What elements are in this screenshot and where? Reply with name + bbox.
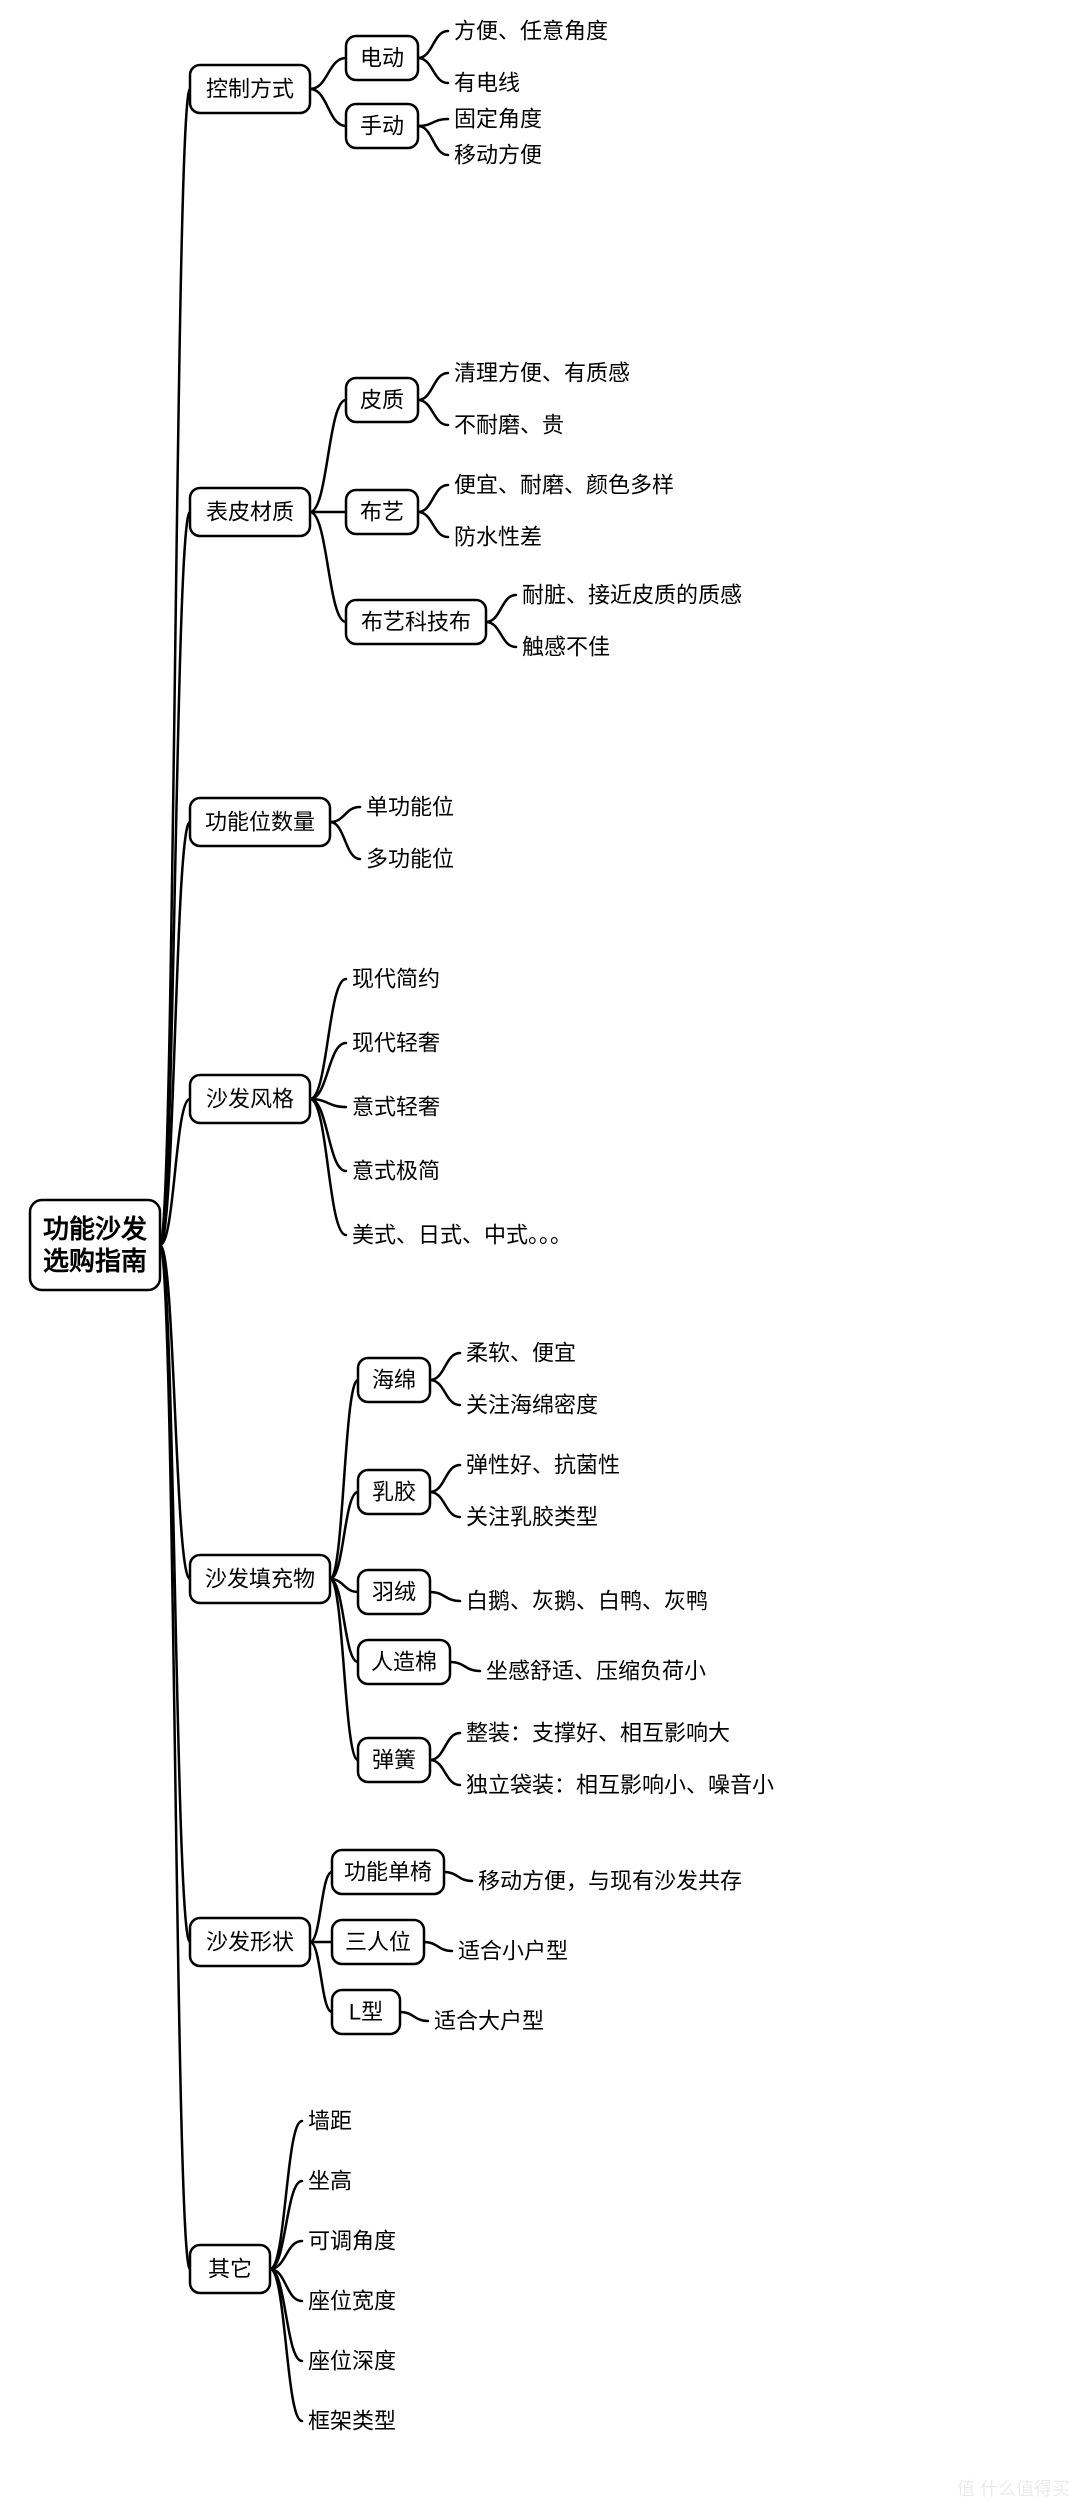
branch-label: 表皮材质 [206,500,294,525]
link [430,1353,460,1380]
link [310,1872,332,1942]
link [418,373,448,400]
link [330,1579,358,1760]
leaf-label: 现代轻奢 [352,1031,440,1056]
link [330,1380,358,1579]
branch-label: 沙发风格 [206,1087,294,1112]
leaf-label: 清理方便、有质感 [454,361,630,386]
link [310,1043,346,1099]
link [430,1592,460,1601]
branch-label: 功能位数量 [205,810,315,835]
link [450,1662,480,1671]
mindmap-diagram: 功能沙发选购指南 控制方式表皮材质功能位数量沙发风格沙发填充物沙发形状其它 电动手动… [0,0,1080,2507]
link [160,89,190,1245]
sub-label: L型 [349,2000,383,2025]
leaf-label: 耐脏、接近皮质的质感 [522,583,742,608]
leaf-label: 适合大户型 [434,2009,544,2034]
link [418,119,448,126]
link [486,595,516,622]
link [486,622,516,647]
leaf-label: 便宜、耐磨、颜色多样 [454,473,674,498]
leaf-label: 移动方便 [454,143,542,168]
leaf-label: 柔软、便宜 [466,1341,576,1366]
leaf-label: 整装：支撑好、相互影响大 [466,1721,730,1746]
link [330,822,360,859]
leaf-label: 美式、日式、中式。。。 [352,1223,572,1248]
leaf-label: 移动方便，与现有沙发共存 [478,1869,742,1894]
link [310,58,346,89]
sub-label: 羽绒 [372,1580,416,1605]
link [270,2121,302,2269]
leaf-label: 关注乳胶类型 [466,1505,598,1530]
link [400,2012,428,2021]
link [418,31,448,58]
link [430,1465,460,1492]
root-label-2: 选购指南 [43,1246,147,1276]
leaf-label: 墙距 [308,2109,352,2134]
leaf-label: 方便、任意角度 [454,19,608,44]
link [430,1760,460,1785]
branch-label: 沙发形状 [206,1930,294,1955]
leaf-label: 关注海绵密度 [466,1393,598,1418]
leaf-label: 可调角度 [308,2229,396,2254]
link [270,2269,302,2421]
sub-label: 乳胶 [372,1480,416,1505]
sub-label: 布艺科技布 [361,610,471,635]
link [418,485,448,512]
link [418,126,448,155]
leaf-label: 坐感舒适、压缩负荷小 [486,1659,706,1684]
root-label-1: 功能沙发 [43,1214,147,1244]
link [418,512,448,537]
leaf-label: 意式轻奢 [352,1095,440,1120]
link [444,1872,472,1881]
leaf-label: 触感不佳 [522,635,610,660]
leaf-label: 单功能位 [366,795,454,820]
leaf-label: 框架类型 [308,2409,396,2434]
link [310,979,346,1099]
watermark: 值 什么值得买 [957,2479,1070,2499]
link [310,400,346,512]
sub-label: 布艺 [360,500,404,525]
leaf-label: 有电线 [454,71,520,96]
link [330,1492,358,1579]
leaf-label: 坐高 [308,2169,352,2194]
leaf-label: 意式极简 [352,1159,440,1184]
leaf-label: 防水性差 [454,525,542,550]
link [310,89,346,126]
link [330,807,360,822]
link [418,400,448,425]
leaf-label: 座位宽度 [308,2289,396,2314]
leaf-label: 白鹅、灰鹅、白鸭、灰鸭 [466,1589,708,1614]
link [430,1492,460,1517]
leaf-label: 弹性好、抗菌性 [466,1453,620,1478]
sub-label: 三人位 [345,1930,411,1955]
branch-label: 控制方式 [206,77,294,102]
sub-label: 皮质 [360,388,404,413]
link [310,512,346,622]
sub-label: 弹簧 [372,1748,416,1773]
leaf-label: 座位深度 [308,2349,396,2374]
sub-label: 手动 [360,114,404,139]
sub-label: 功能单椅 [344,1860,432,1885]
leaf-label: 不耐磨、贵 [454,413,564,438]
link [430,1733,460,1760]
link [430,1380,460,1405]
branch-label: 其它 [208,2257,252,2282]
leaf-label: 适合小户型 [458,1939,568,1964]
leaf-label: 固定角度 [454,107,542,132]
branch-label: 沙发填充物 [205,1567,315,1592]
sub-label: 人造棉 [371,1650,437,1675]
link [310,1942,332,2012]
leaf-label: 现代简约 [352,967,440,992]
sub-label: 海绵 [372,1368,416,1393]
sub-label: 电动 [360,46,404,71]
link [418,58,448,83]
leaf-label: 多功能位 [366,847,454,872]
leaf-label: 独立袋装：相互影响小、噪音小 [466,1773,774,1798]
link [424,1942,452,1951]
